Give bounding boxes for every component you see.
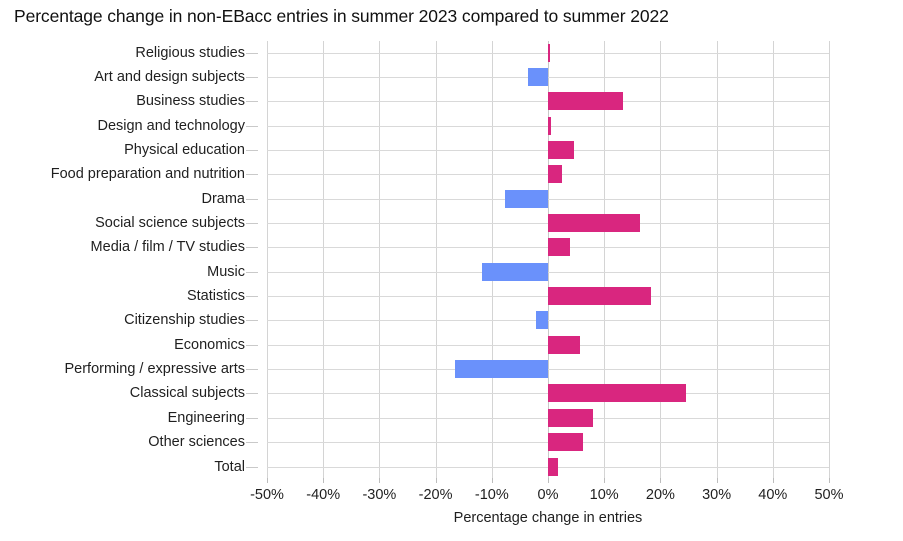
x-axis-tick-label: -20% [418,487,453,503]
y-axis-tick-label: Classical subjects [129,385,245,402]
y-axis-tick-label: Other sciences [148,434,245,451]
zero-axis-line [548,41,549,478]
bar [505,189,548,208]
y-axis-tick-label: Religious studies [135,44,245,61]
y-axis-tick-label: Media / film / TV studies [90,239,245,256]
x-axis-tick-label: -10% [474,487,509,503]
plot-area [267,41,830,478]
y-axis-tick-label: Business studies [136,93,245,110]
x-axis-tick-mark [491,478,493,483]
y-axis-tick-label: Drama [201,190,245,207]
x-axis-tick-label: 20% [645,487,675,503]
gridline-horizontal [267,198,829,200]
y-axis-tick-mark [246,271,258,273]
bar [548,116,551,135]
x-axis-tick-mark [716,478,718,483]
y-axis-tick-mark [246,174,258,176]
y-axis-tick-mark [246,417,258,419]
bar [548,287,651,306]
x-axis-tick-mark [829,478,830,483]
y-axis-tick-mark [246,198,258,200]
x-axis-title: Percentage change in entries [453,510,643,526]
y-axis-tick-mark [246,393,258,395]
y-axis-tick-label: Total [214,458,245,475]
bar [548,433,583,452]
y-axis-tick-mark [246,344,258,346]
bar [548,140,574,159]
gridline-vertical [716,41,718,478]
y-axis-tick-mark [246,442,258,444]
gridline-vertical [660,41,662,478]
x-axis-tick-label: -30% [362,487,397,503]
gridline-vertical [491,41,493,478]
gridline-vertical [829,41,830,478]
chart-title: Percentage change in non-EBacc entries i… [14,6,669,26]
y-axis-tick-mark [246,369,258,371]
x-axis-tick-label: -40% [306,487,341,503]
x-axis-tick-label: 50% [814,487,844,503]
y-axis-tick-label: Art and design subjects [94,68,245,85]
x-axis-label-group: -50% -40% -30% -20% -10% 0% 10% 20% 30% 40% 50% [250,478,844,505]
y-axis-tick-label: Performing / expressive arts [64,361,245,378]
bar [548,43,551,62]
y-axis-tick-mark [246,296,258,298]
gridline-horizontal [267,76,829,78]
y-axis-tick-label: Economics [174,336,245,353]
gridline-vertical [435,41,437,478]
gridline-vertical [772,41,774,478]
x-axis-tick-mark [379,478,381,483]
bar [548,238,571,257]
y-axis-tick-label: Citizenship studies [124,312,245,329]
x-axis-tick-label: 40% [758,487,788,503]
bar [455,360,548,379]
bar [548,335,581,354]
y-axis-tick-mark [246,125,258,127]
y-axis-label-group: Religious studies Art and design subjects… [0,41,258,478]
bar [548,384,686,403]
y-axis-tick-mark [246,149,258,151]
y-axis-tick-mark [246,320,258,322]
x-axis-tick-mark [604,478,606,483]
gridline-vertical [267,41,268,478]
bar [548,408,593,427]
gridline-horizontal [267,369,829,371]
y-axis-tick-mark [246,222,258,224]
x-axis-tick-label: 10% [589,487,619,503]
bar [548,165,563,184]
x-axis-tick-mark [323,478,325,483]
y-axis-tick-mark [246,466,258,468]
y-axis-tick-label: Music [207,263,245,280]
x-axis-tick-label: -50% [250,487,284,503]
y-axis-tick-label: Social science subjects [95,214,245,231]
bar [482,262,548,281]
y-axis-tick-label: Physical education [124,141,245,158]
y-axis-tick-label: Statistics [186,288,245,305]
gridline-horizontal [267,320,829,322]
y-axis-tick-mark [246,52,258,54]
bar [535,311,548,330]
y-axis-tick-mark [246,76,258,78]
x-axis-tick-mark [660,478,662,483]
bar [548,457,558,476]
bar [528,67,548,86]
gridline-vertical [604,41,606,478]
gridline-vertical [379,41,381,478]
y-axis-tick-label: Design and technology [97,117,245,134]
x-axis-tick-mark [772,478,774,483]
gridline-vertical [323,41,325,478]
gridline-horizontal [267,271,829,273]
y-axis-tick-mark [246,101,258,103]
x-axis-tick-mark [435,478,437,483]
x-axis-tick-label: 30% [702,487,732,503]
y-axis-tick-label: Food preparation and nutrition [50,166,245,183]
bar [548,213,640,232]
bar [548,92,624,111]
x-axis-tick-mark [267,478,268,483]
y-axis-tick-label: Engineering [167,409,245,426]
x-axis-tick-label: 0% [537,487,559,503]
y-axis-tick-mark [246,247,258,249]
x-axis-tick-mark [548,478,549,483]
